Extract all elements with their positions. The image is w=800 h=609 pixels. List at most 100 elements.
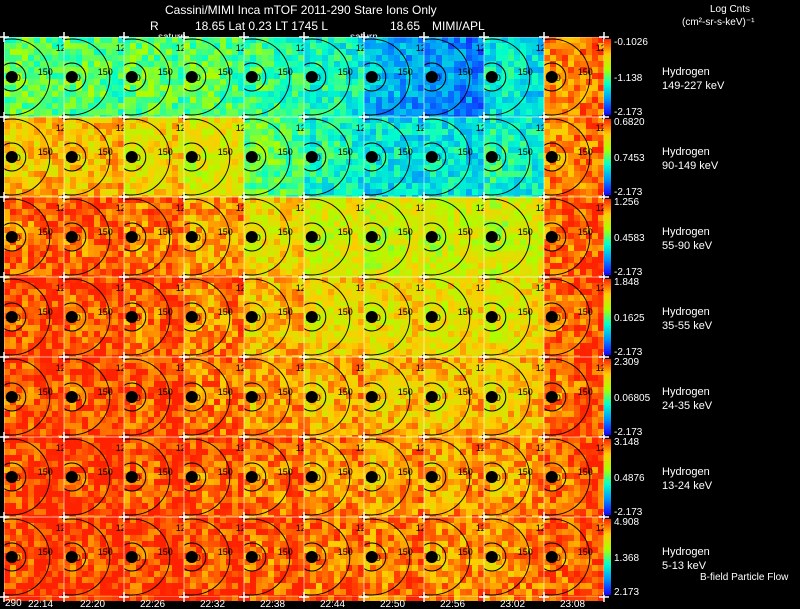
pixel-cell <box>70 123 76 129</box>
pixel-cell <box>346 197 352 203</box>
pixel-cell <box>292 103 298 109</box>
pixel-cell <box>244 183 250 189</box>
panel-border <box>544 197 604 277</box>
pixel-cell <box>598 103 604 109</box>
pixel-cell <box>250 263 256 269</box>
pixel-cell <box>460 221 466 227</box>
pixel-cell <box>58 153 64 159</box>
pixel-cell <box>232 129 238 135</box>
pixel-cell <box>370 97 376 103</box>
pixel-cell <box>226 117 232 123</box>
pixel-cell <box>238 203 244 209</box>
pixel-cell <box>82 73 88 79</box>
pixel-cell <box>82 117 88 123</box>
pixel-cell <box>106 159 112 165</box>
pixel-cell <box>496 251 502 257</box>
pixel-cell <box>514 197 520 203</box>
pixel-cell <box>124 171 130 177</box>
pixel-cell <box>436 141 442 147</box>
pixel-cell <box>310 269 316 275</box>
pixel-cell <box>310 55 316 61</box>
pixel-cell <box>598 177 604 183</box>
pixel-cell <box>412 215 418 221</box>
pixel-cell <box>400 159 406 165</box>
pixel-cell <box>160 221 166 227</box>
pixel-cell <box>58 289 64 295</box>
pixel-cell <box>4 147 10 153</box>
pixel-cell <box>160 177 166 183</box>
pixel-cell <box>562 165 568 171</box>
pixel-cell <box>364 97 370 103</box>
pixel-cell <box>514 85 520 91</box>
pixel-cell <box>454 197 460 203</box>
pixel-cell <box>376 245 382 251</box>
pixel-cell <box>88 55 94 61</box>
contour-ring <box>64 38 111 116</box>
pixel-cell <box>136 319 142 325</box>
pixel-cell <box>496 171 502 177</box>
pixel-cell <box>556 251 562 257</box>
pixel-cell <box>142 209 148 215</box>
pixel-cell <box>178 295 184 301</box>
pixel-cell <box>574 67 580 73</box>
pixel-cell <box>586 257 592 263</box>
pixel-cell <box>70 43 76 49</box>
pixel-cell <box>76 349 82 355</box>
pixel-cell <box>82 91 88 97</box>
pixel-cell <box>82 349 88 355</box>
pixel-cell <box>322 43 328 49</box>
pixel-cell <box>82 263 88 269</box>
pixel-cell <box>316 183 322 189</box>
pixel-cell <box>400 239 406 245</box>
contour-label: 120 <box>236 123 251 133</box>
pixel-cell <box>28 277 34 283</box>
pixel-cell <box>418 117 424 123</box>
pixel-cell <box>454 43 460 49</box>
pixel-cell <box>592 269 598 275</box>
pixel-cell <box>82 177 88 183</box>
pixel-cell <box>130 343 136 349</box>
contour-ring <box>184 142 207 172</box>
pixel-cell <box>514 171 520 177</box>
pixel-cell <box>10 91 16 97</box>
pixel-cell <box>232 85 238 91</box>
pixel-cell <box>40 165 46 171</box>
pixel-cell <box>598 141 604 147</box>
pixel-cell <box>460 153 466 159</box>
pixel-cell <box>172 233 178 239</box>
pixel-cell <box>502 123 508 129</box>
pixel-cell <box>208 257 214 263</box>
pixel-cell <box>436 43 442 49</box>
pixel-cell <box>316 91 322 97</box>
pixel-cell <box>166 73 172 79</box>
pixel-cell <box>232 233 238 239</box>
pixel-cell <box>202 91 208 97</box>
pixel-cell <box>10 331 16 337</box>
pixel-cell <box>88 177 94 183</box>
contour-ring <box>4 118 51 196</box>
pixel-cell <box>70 97 76 103</box>
pixel-cell <box>280 183 286 189</box>
pixel-cell <box>460 141 466 147</box>
pixel-cell <box>490 269 496 275</box>
pixel-cell <box>376 203 382 209</box>
pixel-cell <box>328 49 334 55</box>
contour-label: 120 <box>116 123 131 133</box>
pixel-cell <box>502 85 508 91</box>
pixel-cell <box>70 49 76 55</box>
pixel-cell <box>220 203 226 209</box>
pixel-cell <box>316 233 322 239</box>
pixel-cell <box>172 257 178 263</box>
pixel-cell <box>82 129 88 135</box>
pixel-cell <box>208 85 214 91</box>
pixel-cell <box>502 183 508 189</box>
pixel-cell <box>214 159 220 165</box>
pixel-cell <box>592 79 598 85</box>
pixel-cell <box>100 239 106 245</box>
pixel-cell <box>178 97 184 103</box>
pixel-cell <box>316 203 322 209</box>
pixel-cell <box>250 165 256 171</box>
pixel-cell <box>316 123 322 129</box>
pixel-cell <box>202 165 208 171</box>
